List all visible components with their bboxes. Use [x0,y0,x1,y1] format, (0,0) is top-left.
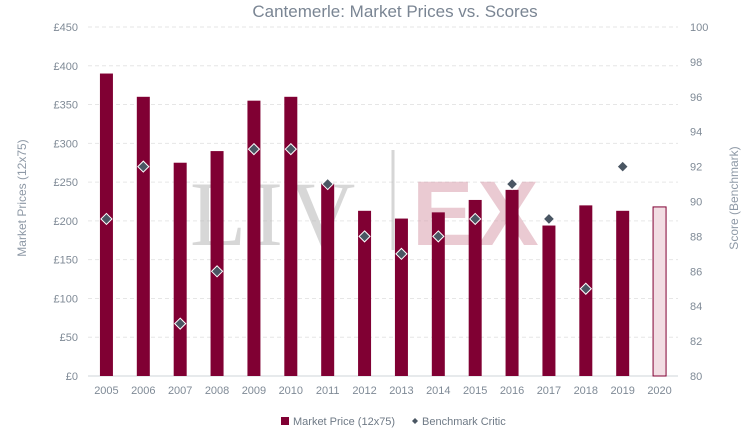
score-marker[interactable] [542,212,556,226]
score-marker[interactable] [395,247,408,261]
legend-label-critic: Benchmark Critic [422,416,506,428]
left-tick-label: £200 [54,216,78,228]
left-tick-label: £150 [54,255,78,267]
left-axis-title: Market Prices (12x75) [15,139,29,256]
right-tick-label: 92 [690,162,702,174]
right-tick-label: 90 [690,197,702,209]
left-tick-label: £100 [54,293,78,305]
price-bars [99,73,667,377]
x-tick-label: 2020 [647,385,671,397]
legend-marker-swatch [412,418,418,424]
x-tick-label: 2009 [242,385,266,397]
right-tick-label: 96 [690,92,702,104]
price-bar[interactable] [321,183,335,376]
price-bar[interactable] [394,218,408,376]
left-tick-label: £450 [54,22,78,34]
x-tick-label: 2018 [574,385,598,397]
score-marker[interactable] [247,142,261,156]
legend-label-price: Market Price (12x75) [293,416,395,428]
price-bar[interactable] [173,162,187,376]
score-marker[interactable] [432,230,445,243]
legend-item-critic[interactable]: Benchmark Critic [412,416,506,428]
price-bar[interactable] [542,225,556,376]
right-axis-title: Score (Benchmark) [727,146,741,249]
x-axis-ticks: 2005 2006 2007 2008 2009 2010 2011 2012 2013 2014… [94,385,672,397]
right-tick-label: 98 [690,57,702,69]
score-marker[interactable] [505,177,519,191]
score-marker[interactable] [321,177,334,191]
right-tick-label: 86 [690,266,702,278]
right-tick-label: 80 [690,371,702,383]
left-tick-label: £350 [54,100,78,112]
x-tick-label: 2010 [279,385,303,397]
left-tick-label: £50 [60,332,78,344]
x-tick-label: 2017 [537,385,561,397]
x-tick-label: 2014 [426,385,450,397]
left-axis-ticks: £0 £50 £100 £150 £200 £250 £300 £350 £400 £450 [54,22,78,383]
legend-item-price[interactable]: Market Price (12x75) [281,416,395,428]
score-marker[interactable] [284,142,298,156]
price-bar[interactable] [505,189,519,376]
left-tick-label: £0 [66,371,78,383]
right-tick-label: 100 [690,22,708,34]
score-marker[interactable] [173,317,187,330]
price-bar[interactable] [431,212,445,376]
price-bar[interactable] [652,206,667,377]
x-tick-label: 2016 [500,385,524,397]
score-marker[interactable] [358,230,371,243]
score-marker[interactable] [210,265,224,278]
x-tick-label: 2005 [94,385,118,397]
left-tick-label: £300 [54,138,78,150]
price-bar[interactable] [468,199,482,376]
chart-title: Cantemerle: Market Prices vs. Scores [252,2,537,21]
right-tick-label: 82 [690,336,702,348]
x-tick-label: 2012 [352,385,376,397]
x-tick-label: 2008 [205,385,229,397]
price-bar[interactable] [247,100,261,376]
score-marker[interactable] [579,282,593,295]
left-tick-label: £400 [54,61,78,73]
legend: Market Price (12x75) Benchmark Critic [281,416,506,428]
x-tick-label: 2011 [316,385,340,397]
x-tick-label: 2007 [168,385,192,397]
score-marker[interactable] [100,212,113,226]
score-markers [100,142,629,330]
right-tick-label: 94 [690,127,702,139]
price-bar[interactable] [210,151,224,376]
left-tick-label: £250 [54,177,78,189]
right-axis-ticks: 80 82 84 86 88 90 92 94 96 98 100 [690,22,708,383]
price-bar[interactable] [358,210,372,376]
x-tick-label: 2015 [463,385,487,397]
score-marker[interactable] [468,212,482,226]
x-tick-label: 2019 [610,385,634,397]
price-bar[interactable] [136,96,150,377]
score-marker[interactable] [616,160,629,173]
score-marker[interactable] [137,160,150,173]
right-tick-label: 84 [690,301,702,313]
price-bar[interactable] [284,96,298,377]
x-tick-label: 2013 [389,385,413,397]
right-tick-label: 88 [690,231,702,243]
x-tick-label: 2006 [131,385,155,397]
legend-bar-swatch [281,417,289,425]
price-bar[interactable] [616,210,630,376]
